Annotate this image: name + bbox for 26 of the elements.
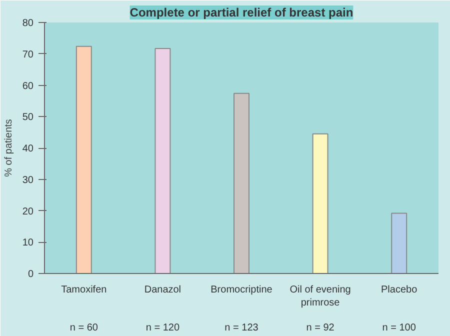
bar xyxy=(154,48,171,274)
x-tick-label: Placebo xyxy=(381,284,418,296)
y-tick-label: 20 xyxy=(22,206,34,218)
bar xyxy=(391,212,408,274)
y-tick-label: 40 xyxy=(22,144,34,154)
y-axis-title: % of patients xyxy=(3,119,14,177)
bar xyxy=(76,46,92,274)
bar xyxy=(312,133,328,274)
x-tick-label: Oil of evening primrose xyxy=(290,284,351,309)
y-tick-label: 0 xyxy=(28,269,34,280)
y-tick-label: 10 xyxy=(22,238,34,249)
bar xyxy=(234,92,250,274)
text: n = 123 xyxy=(224,322,259,334)
y-tick-label: 80 xyxy=(22,18,34,29)
y-tick-label: 60 xyxy=(22,80,34,92)
x-tick-label: Bromocriptine xyxy=(210,284,273,296)
text: n = 92 xyxy=(306,322,335,334)
y-tick-label: 70 xyxy=(22,49,34,60)
text: n = 60 xyxy=(70,322,98,334)
y-tick-label: 50 xyxy=(22,112,34,124)
chart-title: Complete or partial relief of breast pain xyxy=(130,6,354,20)
x-tick-label: Danazol xyxy=(144,284,182,296)
text: n = 120 xyxy=(146,322,180,334)
text: n = 100 xyxy=(382,322,416,334)
x-tick-label: Tamoxifen xyxy=(61,284,107,296)
y-tick-label: 30 xyxy=(22,174,34,186)
